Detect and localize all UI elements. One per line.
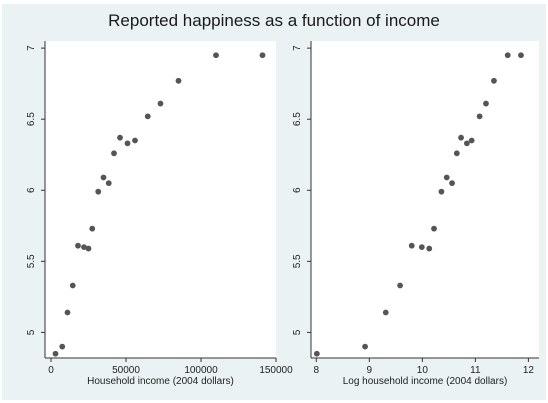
data-point xyxy=(157,100,164,107)
y-tick-label: 7 xyxy=(292,45,303,51)
data-point xyxy=(463,140,470,147)
y-tick-label: 6 xyxy=(26,187,37,193)
x-tick-label: 9 xyxy=(367,365,373,376)
chart-panel-2: 5 5.5 6 6.5 7 8 9 10 11 12 Log household income (2… xyxy=(292,41,539,387)
data-point xyxy=(64,309,71,316)
y-tick-label: 5 xyxy=(26,329,37,335)
data-point xyxy=(468,137,475,144)
y-tick-label: 5 xyxy=(292,329,303,335)
data-point xyxy=(85,245,92,252)
x-axis-label: Household income (2004 dollars) xyxy=(87,376,234,387)
data-point xyxy=(59,343,66,350)
y-tick-label: 6.5 xyxy=(292,112,303,126)
x-tick-label: 11 xyxy=(470,365,481,376)
data-point xyxy=(259,52,266,59)
x-axis-label: Log household income (2004 dollars) xyxy=(343,376,508,387)
data-point xyxy=(213,52,219,59)
plot-area xyxy=(45,41,276,358)
x-tick-label: 50000 xyxy=(112,365,140,376)
y-tick-label: 5.5 xyxy=(292,254,303,268)
data-point xyxy=(69,282,76,289)
chart-panel-1: 5 5.5 6 6.5 7 0 50000 100000 150000 Household inc… xyxy=(26,41,293,387)
data-point xyxy=(144,113,151,120)
x-tick-label: 150000 xyxy=(259,365,293,376)
y-tick-label: 6.5 xyxy=(26,112,37,126)
x-tick-label: 10 xyxy=(417,365,429,376)
data-point xyxy=(81,244,87,251)
data-point xyxy=(397,282,403,289)
data-point xyxy=(476,113,483,120)
figure-title: Reported happiness as a function of inco… xyxy=(108,11,440,30)
data-point xyxy=(518,52,524,59)
y-tick-label: 6 xyxy=(292,187,303,193)
data-point xyxy=(313,350,320,357)
data-point xyxy=(75,242,81,249)
x-tick-label: 100000 xyxy=(184,365,218,376)
data-point xyxy=(418,244,425,251)
data-point xyxy=(431,225,437,232)
data-point xyxy=(89,225,96,232)
data-point xyxy=(453,150,460,157)
data-point xyxy=(362,343,368,350)
data-point xyxy=(438,188,445,195)
data-point xyxy=(100,174,107,181)
data-point xyxy=(382,309,389,316)
data-point xyxy=(111,150,117,157)
y-tick-label: 5.5 xyxy=(26,254,37,268)
data-point xyxy=(175,77,182,84)
data-point xyxy=(449,180,455,187)
data-point xyxy=(443,174,450,181)
data-point xyxy=(117,134,123,141)
data-point xyxy=(52,350,59,357)
data-point xyxy=(124,140,131,147)
x-tick-label: 8 xyxy=(314,365,320,376)
data-point xyxy=(132,137,138,144)
data-point xyxy=(458,134,464,141)
x-tick-label: 12 xyxy=(523,365,535,376)
data-point xyxy=(504,52,511,59)
data-point xyxy=(426,245,433,252)
plot-area xyxy=(311,41,539,358)
x-tick-label: 0 xyxy=(48,365,54,376)
data-point xyxy=(491,77,497,84)
data-point xyxy=(95,188,102,195)
data-point xyxy=(105,180,112,187)
data-point xyxy=(483,100,489,107)
y-tick-label: 7 xyxy=(26,45,37,51)
data-point xyxy=(408,242,415,249)
